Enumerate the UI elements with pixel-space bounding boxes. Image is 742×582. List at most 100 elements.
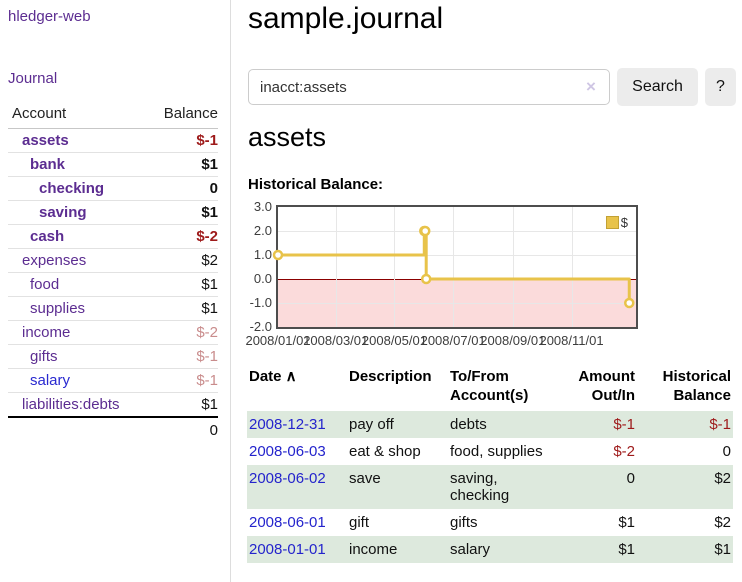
accounts-total-row: 0: [8, 416, 218, 442]
sort-ascending-icon[interactable]: ∧: [282, 368, 297, 385]
account-balance: $-2: [196, 228, 218, 245]
register-row: 2008-06-02 savesaving, checking 0 $2: [247, 465, 733, 509]
account-link-liabilities:debts[interactable]: liabilities:debts: [8, 396, 120, 413]
account-link-food[interactable]: food: [8, 276, 59, 293]
transaction-description: income: [347, 536, 448, 563]
account-link-salary[interactable]: salary: [8, 372, 70, 389]
account-row: bank$1: [8, 153, 218, 177]
account-balance: $-1: [196, 372, 218, 389]
data-point-marker: [422, 275, 430, 283]
account-row: supplies $1: [8, 297, 218, 321]
account-link-supplies[interactable]: supplies: [8, 300, 85, 317]
transaction-accounts: salary: [448, 536, 561, 563]
transaction-amount: 0: [627, 470, 635, 487]
data-point-marker: [274, 251, 282, 259]
page-title: sample.journal: [248, 2, 443, 36]
y-axis-tick-label: 0.0: [246, 271, 272, 287]
account-link-checking[interactable]: checking: [8, 180, 104, 197]
legend-swatch-icon: [606, 216, 619, 229]
account-row: food$1: [8, 273, 218, 297]
transaction-date-link[interactable]: 2008-06-03: [249, 443, 326, 460]
register-row: 2008-12-31pay offdebts$-1$-1: [247, 411, 733, 438]
register-header-to/from: To/From Account(s): [448, 363, 561, 411]
y-axis-tick-label: 1.0: [246, 247, 272, 263]
account-balance: $-2: [196, 324, 218, 341]
account-row: income $-2: [8, 321, 218, 345]
account-balance: $-1: [196, 348, 218, 365]
account-row: saving $1: [8, 201, 218, 225]
x-axis-tick-label: 2008/09/01: [480, 333, 545, 348]
account-balance: $-1: [196, 132, 218, 149]
x-axis-tick-label: 2008/03/01: [303, 333, 368, 348]
register-header-date[interactable]: Date ∧: [247, 363, 347, 411]
transaction-description: eat & shop: [347, 438, 448, 465]
account-row: cash $-2: [8, 225, 218, 249]
chart-plot-area[interactable]: $: [276, 205, 638, 329]
x-axis-tick-label: 2008/07/01: [421, 333, 486, 348]
chart-title: Historical Balance:: [248, 176, 383, 193]
balance-series-line: [278, 207, 636, 327]
account-link-cash[interactable]: cash: [8, 228, 64, 245]
data-point-marker: [421, 227, 429, 235]
transaction-description: gift: [347, 509, 448, 536]
account-link-gifts[interactable]: gifts: [8, 348, 58, 365]
search-button[interactable]: Search: [617, 68, 698, 106]
clear-search-icon[interactable]: ×: [586, 78, 596, 95]
y-axis-tick-label: 2.0: [246, 223, 272, 239]
balance-column-header: Balance: [164, 105, 218, 122]
register-row: 2008-01-01 incomesalary $1 $1: [247, 536, 733, 563]
account-balance: 0: [210, 180, 218, 197]
transaction-balance: $2: [714, 470, 731, 487]
account-row: assets $-1: [8, 129, 218, 153]
account-heading: assets: [248, 122, 326, 153]
transaction-date-link[interactable]: 2008-06-02: [249, 470, 326, 487]
y-axis-tick-label: 3.0: [246, 199, 272, 215]
help-button[interactable]: ?: [705, 68, 736, 106]
transaction-date-link[interactable]: 2008-06-01: [249, 514, 326, 531]
app-brand-link[interactable]: hledger-web: [8, 8, 91, 25]
account-row: liabilities:debts $1: [8, 393, 218, 416]
chart-legend: $: [604, 214, 630, 231]
account-column-header: Account: [12, 105, 66, 122]
transaction-accounts: gifts: [448, 509, 561, 536]
account-row: gifts $-1: [8, 345, 218, 369]
sidebar-item-journal[interactable]: Journal: [8, 70, 57, 87]
x-axis-tick-label: 2008/05/01: [362, 333, 427, 348]
transaction-description: save: [347, 465, 448, 509]
accounts-total-value: 0: [210, 422, 218, 439]
data-point-marker: [625, 299, 633, 307]
transaction-amount: $1: [618, 541, 635, 558]
transaction-date-link[interactable]: 2008-01-01: [249, 541, 326, 558]
legend-label: $: [621, 215, 628, 230]
account-row: checking 0: [8, 177, 218, 201]
account-link-bank[interactable]: bank: [8, 156, 65, 173]
transaction-accounts: saving, checking: [448, 465, 561, 509]
historical-balance-chart: 3.02.01.00.0-1.0-2.0 $ 2008/01/012008/03…: [246, 197, 686, 349]
transaction-amount: $1: [618, 514, 635, 531]
transaction-balance: $1: [714, 541, 731, 558]
register-header-description: Description: [347, 363, 448, 411]
account-balance: $1: [201, 300, 218, 317]
search-input[interactable]: [248, 69, 610, 105]
account-balance: $1: [201, 204, 218, 221]
account-balance: $1: [201, 396, 218, 413]
register-header-amount: Amount Out/In: [561, 363, 637, 411]
account-link-income[interactable]: income: [8, 324, 70, 341]
main-content: sample.journal × Search ? assets Histori…: [248, 0, 742, 582]
x-axis-tick-label: 2008/11/01: [539, 333, 603, 348]
register-header-historical: Historical Balance: [637, 363, 733, 411]
account-link-assets[interactable]: assets: [8, 132, 69, 149]
accounts-table: Account Balance assets$-1bank$1checking0…: [8, 102, 218, 442]
transaction-description: pay off: [347, 411, 448, 438]
sidebar: hledger-web Journal Account Balance asse…: [0, 0, 231, 582]
transaction-amount: $-2: [613, 443, 635, 460]
transaction-accounts: debts: [448, 411, 561, 438]
account-link-saving[interactable]: saving: [8, 204, 87, 221]
account-balance: $2: [201, 252, 218, 269]
transaction-balance: 0: [723, 443, 731, 460]
transaction-date-link[interactable]: 2008-12-31: [249, 416, 326, 433]
transaction-balance: $-1: [709, 416, 731, 433]
x-axis-tick-label: 2008/01/01: [245, 333, 310, 348]
account-link-expenses[interactable]: expenses: [8, 252, 86, 269]
register-table: Date ∧DescriptionTo/From Account(s)Amoun…: [247, 363, 733, 563]
